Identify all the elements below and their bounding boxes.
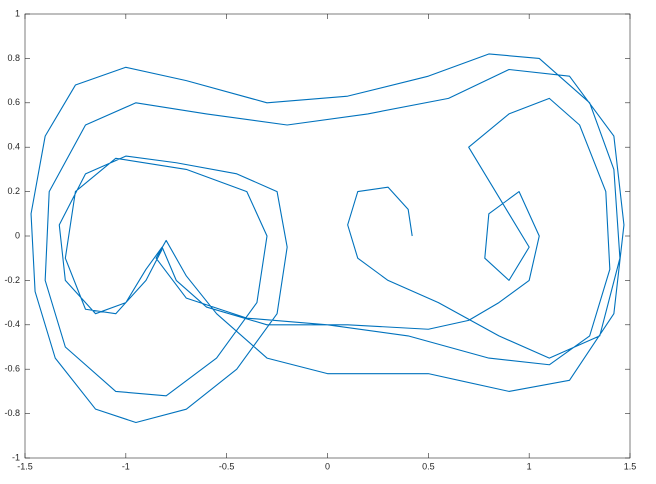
x-tick-label: 1 — [527, 461, 532, 471]
y-tick-label: -1 — [12, 452, 20, 462]
x-tick-label: -1.5 — [17, 461, 33, 471]
y-tick-label: -0.6 — [4, 364, 20, 374]
y-tick-label: -0.2 — [4, 275, 20, 285]
y-tick-label: -0.4 — [4, 319, 20, 329]
y-tick-label: 0.6 — [7, 97, 20, 107]
trajectory-line — [30, 53, 625, 424]
x-tick-label: 0.5 — [422, 461, 435, 471]
x-tick-label: -1 — [122, 461, 130, 471]
y-tick-label: 0.4 — [7, 142, 20, 152]
y-tick-label: 0.8 — [7, 53, 20, 63]
y-tick-label: 1 — [15, 8, 20, 18]
y-tick-label: -0.8 — [4, 408, 20, 418]
x-tick-label: 0 — [325, 461, 330, 471]
y-tick-label: 0 — [15, 230, 20, 240]
x-tick-label: -0.5 — [219, 461, 235, 471]
y-tick-label: 0.2 — [7, 186, 20, 196]
x-tick-label: 1.5 — [624, 461, 637, 471]
plot-frame — [24, 13, 631, 459]
